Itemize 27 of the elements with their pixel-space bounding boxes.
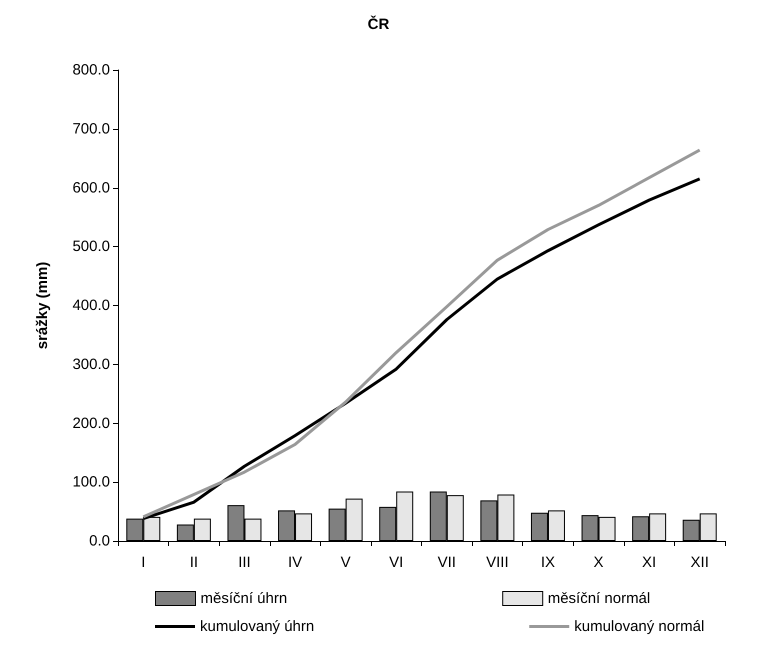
x-tick-label: VIII	[486, 554, 509, 571]
x-tick-label: VII	[438, 554, 456, 571]
x-tick-label: IV	[288, 554, 302, 571]
x-tick-label: I	[141, 554, 146, 571]
y-tick-label: 100.0	[72, 474, 110, 491]
x-tick-label: III	[238, 554, 251, 571]
y-tick-label: 500.0	[72, 238, 110, 256]
x-tick-label: V	[340, 554, 351, 571]
y-tick-label: 400.0	[72, 297, 110, 314]
y-tick-label: 600.0	[72, 179, 110, 196]
y-axis-title: srážky (mm)	[34, 262, 51, 350]
y-tick-label: 200.0	[72, 414, 110, 432]
chart-title: ČR	[368, 15, 390, 33]
x-tick-label: X	[594, 554, 604, 571]
x-tick-label: XII	[690, 554, 709, 571]
x-tick-label: II	[190, 554, 198, 571]
legend-label: měsíční normál	[548, 590, 650, 607]
y-tick-label: 800.0	[72, 62, 110, 78]
legend-label: kumulovaný normál	[574, 618, 704, 635]
y-tick-label: 700.0	[72, 120, 110, 138]
x-tick-label: VI	[389, 554, 404, 571]
x-tick-label: XI	[642, 554, 656, 571]
y-tick-label: 0.0	[89, 532, 110, 550]
legend-label: kumulovaný úhrn	[200, 618, 314, 635]
legend-label: měsíční úhrn	[200, 590, 288, 607]
x-tick-label: IX	[540, 554, 556, 571]
y-tick-label: 300.0	[72, 356, 110, 373]
